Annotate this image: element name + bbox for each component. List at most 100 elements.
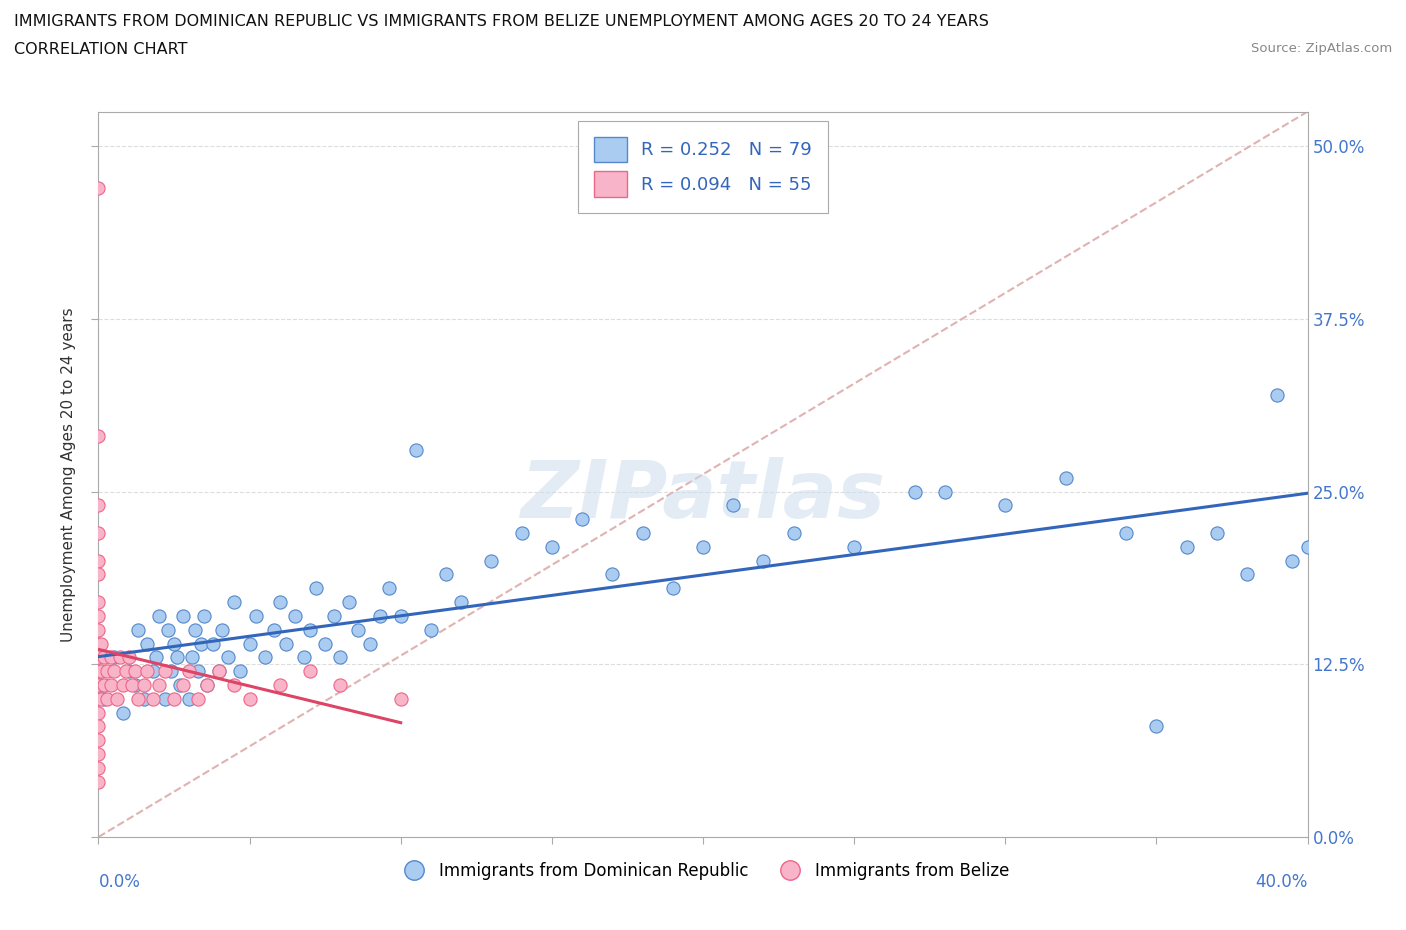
Point <box>142 691 165 706</box>
Point <box>93 691 115 706</box>
Point <box>1144 719 1167 734</box>
Point <box>127 622 149 637</box>
Point <box>904 485 927 499</box>
Point <box>145 650 167 665</box>
Point <box>434 567 457 582</box>
Point <box>87 705 110 720</box>
Point <box>135 636 157 651</box>
Point <box>111 678 134 693</box>
Text: Source: ZipAtlas.com: Source: ZipAtlas.com <box>1251 42 1392 55</box>
Point <box>692 539 714 554</box>
Text: 0.0%: 0.0% <box>98 873 141 891</box>
Point <box>87 678 110 693</box>
Point <box>105 691 128 706</box>
Point <box>631 525 654 540</box>
Point <box>571 512 593 526</box>
Point <box>1281 553 1303 568</box>
Point <box>347 622 370 637</box>
Point <box>118 650 141 665</box>
Point <box>1267 388 1289 403</box>
Point <box>87 498 110 512</box>
Point <box>121 678 143 693</box>
Point <box>87 664 110 679</box>
Point <box>96 691 118 706</box>
Y-axis label: Unemployment Among Ages 20 to 24 years: Unemployment Among Ages 20 to 24 years <box>60 307 76 642</box>
Point <box>153 691 176 706</box>
Point <box>114 664 136 679</box>
Legend: Immigrants from Dominican Republic, Immigrants from Belize: Immigrants from Dominican Republic, Immi… <box>391 856 1015 886</box>
Point <box>263 622 285 637</box>
Point <box>224 678 246 693</box>
Point <box>284 608 307 623</box>
Point <box>187 664 209 679</box>
Point <box>299 622 322 637</box>
Point <box>90 691 112 706</box>
Point <box>100 678 122 693</box>
Point <box>299 664 322 679</box>
Point <box>187 691 209 706</box>
Point <box>389 691 412 706</box>
Point <box>90 664 112 679</box>
Point <box>245 608 267 623</box>
Point <box>87 747 110 762</box>
Point <box>994 498 1017 512</box>
Point <box>1054 471 1077 485</box>
Point <box>127 691 149 706</box>
Point <box>172 608 194 623</box>
Point <box>93 650 115 665</box>
Point <box>132 678 155 693</box>
Point <box>124 664 146 679</box>
Point <box>229 664 252 679</box>
Point <box>163 636 186 651</box>
Point <box>323 608 346 623</box>
Point <box>934 485 956 499</box>
Point <box>111 705 134 720</box>
Point <box>783 525 806 540</box>
Point <box>135 664 157 679</box>
Point <box>87 429 110 444</box>
Point <box>169 678 191 693</box>
Point <box>723 498 745 512</box>
Point <box>224 594 246 609</box>
Point <box>208 664 231 679</box>
Point <box>481 553 503 568</box>
Point <box>389 608 412 623</box>
Point <box>292 650 315 665</box>
Point <box>602 567 624 582</box>
Point <box>132 691 155 706</box>
Point <box>269 594 291 609</box>
Point <box>368 608 391 623</box>
Point <box>305 581 328 596</box>
Point <box>142 664 165 679</box>
Point <box>87 594 110 609</box>
Point <box>118 664 141 679</box>
Point <box>184 622 207 637</box>
Point <box>510 525 533 540</box>
Point <box>87 553 110 568</box>
Point <box>100 650 122 665</box>
Point <box>148 678 170 693</box>
Point <box>329 678 352 693</box>
Point <box>360 636 382 651</box>
Point <box>93 678 115 693</box>
Point <box>337 594 360 609</box>
Text: ZIPatlas: ZIPatlas <box>520 457 886 535</box>
Point <box>211 622 233 637</box>
Point <box>202 636 225 651</box>
Point <box>217 650 239 665</box>
Point <box>87 650 110 665</box>
Point <box>844 539 866 554</box>
Point <box>87 180 110 195</box>
Point <box>90 636 112 651</box>
Point <box>253 650 276 665</box>
Point <box>1236 567 1258 582</box>
Point <box>166 650 188 665</box>
Point <box>96 664 118 679</box>
Point <box>179 691 201 706</box>
Point <box>179 664 201 679</box>
Point <box>269 678 291 693</box>
Point <box>87 608 110 623</box>
Point <box>181 650 204 665</box>
Point <box>87 636 110 651</box>
Point <box>405 443 427 458</box>
